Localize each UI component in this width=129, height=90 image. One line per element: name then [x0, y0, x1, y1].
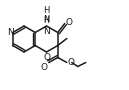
- Text: O: O: [66, 18, 73, 27]
- Text: N: N: [7, 28, 14, 37]
- Text: H
N: H N: [43, 6, 50, 24]
- Text: O: O: [43, 53, 50, 62]
- Text: O: O: [68, 58, 75, 67]
- Text: H: H: [44, 15, 49, 24]
- Text: N: N: [43, 26, 50, 35]
- Text: O: O: [41, 64, 48, 73]
